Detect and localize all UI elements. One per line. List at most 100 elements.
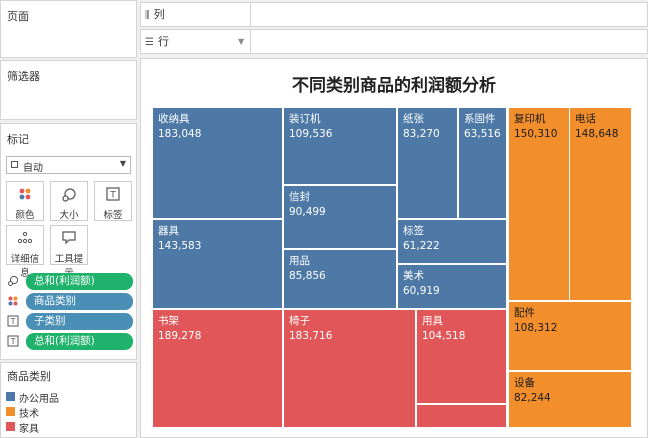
legend-panel: 商品类别 办公用品 技术 家具 [0, 362, 137, 438]
detail-icon [7, 231, 43, 251]
legend-title: 商品类别 [7, 370, 51, 383]
treemap-tile[interactable]: 纸张 83,270 [397, 107, 458, 219]
tile-value: 60,919 [403, 285, 440, 297]
treemap-view: 不同类别商品的利润额分析 收纳具 183,048 装订机 109,536 纸张 83,27… [140, 58, 648, 438]
tile-name: 配件 [514, 307, 535, 319]
columns-shelf-label: ⫼ 列 [141, 3, 251, 26]
filters-panel[interactable]: 筛选器 [0, 60, 137, 120]
size-pill[interactable]: 总和(利润额) [26, 273, 133, 290]
treemap-tile[interactable]: 标签 61,222 [397, 219, 507, 264]
legend-label: 办公用品 [19, 394, 59, 405]
rows-icon: ☰ [145, 37, 154, 48]
tile-name: 纸张 [403, 113, 424, 125]
columns-icon: ⫼ [145, 10, 150, 21]
tile-name: 信封 [289, 191, 310, 203]
tile-name: 收纳具 [158, 113, 190, 125]
tile-value: 85,856 [289, 270, 326, 282]
tile-name: 书架 [158, 315, 179, 327]
mark-type-dropdown[interactable]: 自动 ▼ [6, 156, 131, 174]
tile-value: 183,716 [289, 330, 333, 342]
marks-title: 标记 [7, 133, 29, 146]
size-icon [7, 275, 19, 287]
tile-value: 83,270 [403, 128, 440, 140]
treemap-tile[interactable]: 书架 189,278 [152, 309, 283, 428]
columns-shelf[interactable]: ⫼ 列 [140, 2, 648, 27]
tile-name: 美术 [403, 270, 424, 282]
tile-value: 63,516 [464, 128, 501, 140]
tile-value: 150,310 [514, 128, 558, 140]
detail-button[interactable]: 详细信息 [6, 225, 44, 279]
color-pill[interactable]: 商品类别 [26, 293, 133, 310]
tile-value: 108,312 [514, 322, 558, 334]
size-button-label: 大小 [59, 210, 79, 221]
rows-label-text: 行 [157, 35, 169, 48]
tile-value: 189,278 [158, 330, 202, 342]
label-icon: T [7, 315, 19, 327]
legend-label: 家具 [19, 424, 39, 435]
tooltip-icon [51, 231, 87, 251]
size-icon [51, 187, 87, 207]
treemap-tile[interactable]: 电话 148,648 [569, 107, 632, 301]
tile-name: 装订机 [289, 113, 321, 125]
marks-panel: 标记 自动 ▼ 颜色 大小 T 标签 详细信息 工具提示 [0, 123, 137, 360]
profit-label-pill[interactable]: 总和(利润额) [26, 333, 133, 350]
label-button-label: 标签 [103, 210, 123, 221]
treemap-tile[interactable] [416, 404, 507, 428]
treemap-tile[interactable]: 系固件 63,516 [458, 107, 507, 219]
tile-name: 用具 [422, 315, 443, 327]
chevron-down-icon: ▼ [119, 159, 126, 168]
filters-title: 筛选器 [7, 70, 40, 83]
tile-value: 109,536 [289, 128, 333, 140]
treemap-tile[interactable]: 设备 82,244 [508, 371, 632, 428]
treemap-tile[interactable]: 用具 104,518 [416, 309, 507, 404]
tooltip-button[interactable]: 工具提示 [50, 225, 88, 279]
tile-name: 椅子 [289, 315, 310, 327]
svg-text:T: T [10, 317, 16, 326]
columns-label-text: 列 [153, 8, 165, 21]
label-icon: T [7, 335, 19, 347]
color-button[interactable]: 颜色 [6, 181, 44, 221]
subcategory-label-pill[interactable]: 子类别 [26, 313, 133, 330]
legend-swatch [6, 422, 15, 431]
treemap-tile[interactable]: 美术 60,919 [397, 264, 507, 309]
legend-label: 技术 [19, 409, 39, 420]
tile-value: 90,499 [289, 206, 326, 218]
mark-square-icon [11, 161, 18, 168]
treemap-tile[interactable]: 器具 143,583 [152, 219, 283, 309]
svg-text:T: T [10, 337, 16, 346]
chevron-down-icon[interactable]: ▼ [238, 37, 245, 46]
mark-type-value: 自动 [23, 163, 43, 174]
tile-value: 82,244 [514, 392, 551, 404]
treemap-tile[interactable]: 配件 108,312 [508, 301, 632, 371]
treemap-tile[interactable]: 装订机 109,536 [283, 107, 397, 185]
size-button[interactable]: 大小 [50, 181, 88, 221]
detail-button-label: 详细信息 [10, 254, 40, 279]
svg-text:T: T [109, 191, 116, 201]
label-button[interactable]: T 标签 [94, 181, 132, 221]
tile-name: 用品 [289, 255, 310, 267]
legend-swatch [6, 392, 15, 401]
treemap-tile[interactable]: 信封 90,499 [283, 185, 397, 249]
tile-name: 系固件 [464, 113, 496, 125]
legend-swatch [6, 407, 15, 416]
tile-value: 104,518 [422, 330, 466, 342]
tile-name: 电话 [575, 113, 596, 125]
rows-shelf-label: ☰ 行 [141, 30, 251, 53]
tile-name: 复印机 [514, 113, 546, 125]
tile-value: 148,648 [575, 128, 619, 140]
treemap-tile[interactable]: 用品 85,856 [283, 249, 397, 309]
treemap-tile[interactable]: 椅子 183,716 [283, 309, 416, 428]
pages-title: 页面 [7, 10, 29, 23]
chart-title: 不同类别商品的利润额分析 [292, 76, 496, 96]
label-icon: T [95, 187, 131, 207]
treemap-tile[interactable]: 收纳具 183,048 [152, 107, 283, 219]
tile-name: 器具 [158, 225, 179, 237]
color-dots-icon [7, 187, 43, 207]
color-button-label: 颜色 [15, 210, 35, 221]
tile-name: 标签 [403, 225, 424, 237]
tile-name: 设备 [514, 377, 535, 389]
rows-shelf[interactable]: ☰ 行 ▼ [140, 29, 648, 54]
pages-panel[interactable]: 页面 [0, 0, 137, 58]
color-dots-icon [7, 295, 19, 307]
tile-value: 143,583 [158, 240, 202, 252]
